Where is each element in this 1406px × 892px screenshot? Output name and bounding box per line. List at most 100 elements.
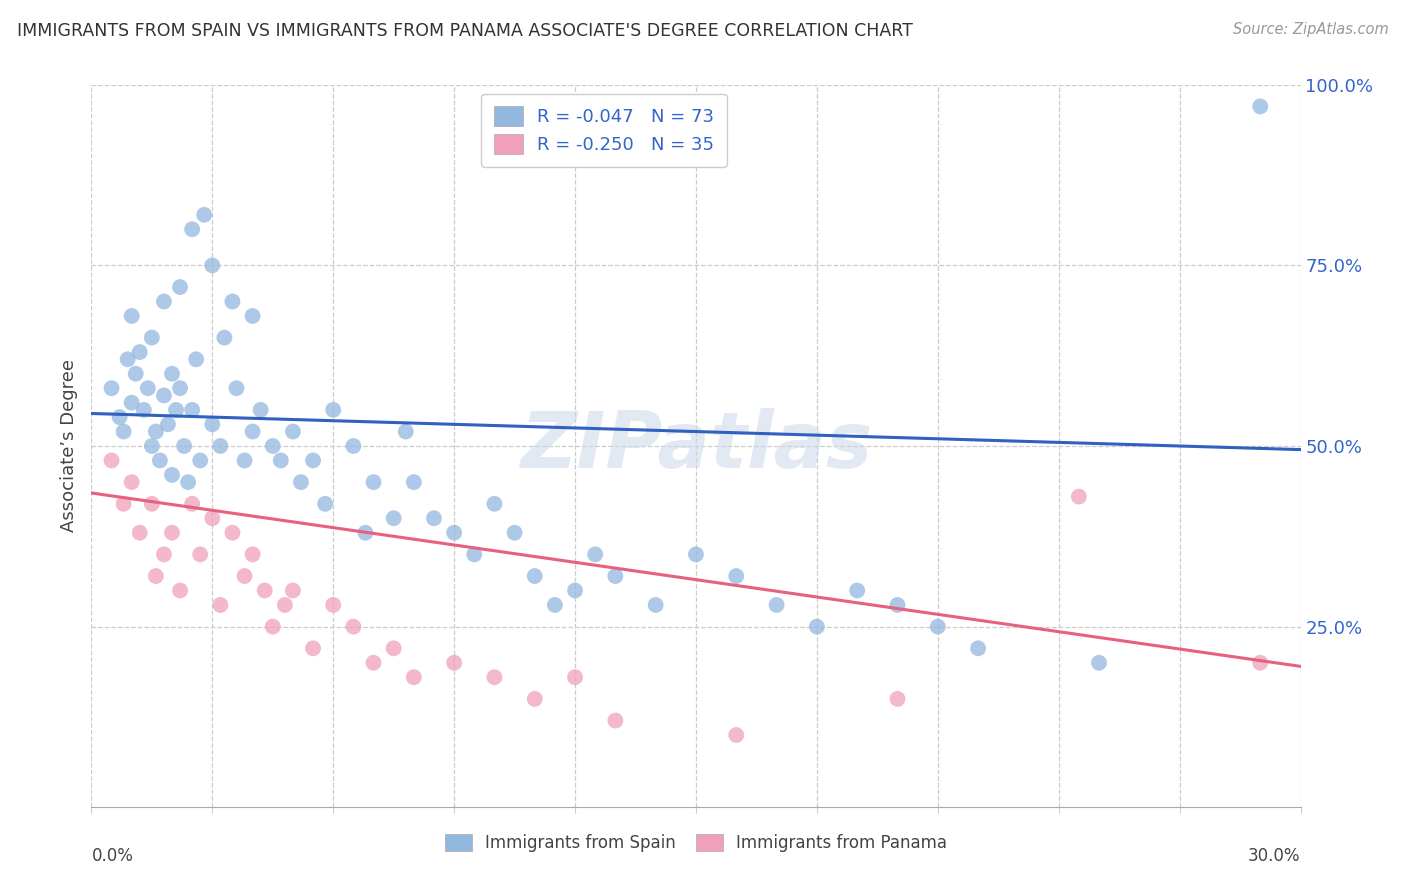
Point [886,692,908,706]
Point [314,497,336,511]
Point [605,714,627,728]
Point [100,453,122,467]
Point [169,280,191,294]
Point [108,410,131,425]
Point [145,569,167,583]
Point [523,569,546,583]
Point [233,453,256,467]
Point [145,425,167,439]
Point [165,403,187,417]
Point [153,548,176,562]
Point [382,511,405,525]
Point [128,345,150,359]
Legend: Immigrants from Spain, Immigrants from Panama: Immigrants from Spain, Immigrants from P… [437,825,955,861]
Point [125,367,148,381]
Point [128,525,150,540]
Point [281,583,304,598]
Point [765,598,787,612]
Point [214,331,236,345]
Point [725,728,748,742]
Point [188,453,211,467]
Point [322,403,344,417]
Point [121,309,143,323]
Point [685,548,707,562]
Point [402,670,425,684]
Point [117,352,139,367]
Point [302,641,325,656]
Y-axis label: Associate’s Degree: Associate’s Degree [59,359,77,533]
Point [141,497,163,511]
Point [503,525,526,540]
Point [221,525,243,540]
Point [242,309,264,323]
Point [112,497,135,511]
Point [342,439,364,453]
Point [173,439,195,453]
Point [188,548,211,562]
Text: 30.0%: 30.0% [1249,847,1301,865]
Point [395,425,418,439]
Point [564,583,586,598]
Point [201,259,224,273]
Point [927,619,949,633]
Point [225,381,247,395]
Point [443,525,465,540]
Point [100,381,122,395]
Text: ZIPatlas: ZIPatlas [520,408,872,484]
Point [141,331,163,345]
Point [274,598,297,612]
Point [564,670,586,684]
Point [177,475,200,489]
Point [443,656,465,670]
Point [583,548,606,562]
Point [382,641,405,656]
Point [322,598,344,612]
Point [1088,656,1111,670]
Point [1249,99,1271,113]
Point [363,656,385,670]
Point [605,569,627,583]
Point [160,467,183,482]
Point [121,395,143,409]
Point [249,403,271,417]
Point [253,583,276,598]
Point [121,475,143,489]
Point [153,294,176,309]
Point [233,569,256,583]
Point [342,619,364,633]
Point [132,403,155,417]
Text: IMMIGRANTS FROM SPAIN VS IMMIGRANTS FROM PANAMA ASSOCIATE'S DEGREE CORRELATION C: IMMIGRANTS FROM SPAIN VS IMMIGRANTS FROM… [17,22,912,40]
Point [644,598,666,612]
Point [463,548,485,562]
Point [354,525,377,540]
Point [209,598,232,612]
Point [1067,490,1090,504]
Point [262,619,284,633]
Point [201,417,224,432]
Point [281,425,304,439]
Point [242,548,264,562]
Point [193,208,215,222]
Point [302,453,325,467]
Point [523,692,546,706]
Point [725,569,748,583]
Point [169,381,191,395]
Point [221,294,243,309]
Point [484,670,506,684]
Point [156,417,179,432]
Point [209,439,232,453]
Point [112,425,135,439]
Point [363,475,385,489]
Point [270,453,292,467]
Point [806,619,828,633]
Point [169,583,191,598]
Point [846,583,869,598]
Point [160,525,183,540]
Text: 0.0%: 0.0% [91,847,134,865]
Point [886,598,908,612]
Point [181,222,204,236]
Point [290,475,312,489]
Point [262,439,284,453]
Point [967,641,990,656]
Point [423,511,446,525]
